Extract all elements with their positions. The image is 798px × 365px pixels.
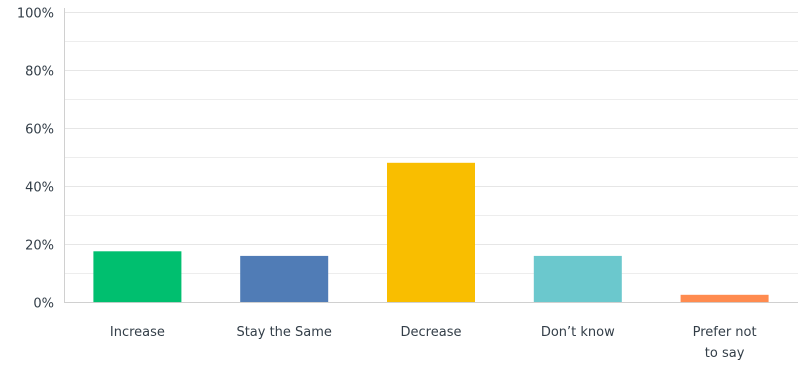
bars	[93, 162, 769, 303]
y-tick-label: 60%	[25, 123, 54, 138]
y-tick-label: 100%	[17, 7, 54, 22]
bar	[680, 294, 769, 303]
category-label: Decrease	[401, 325, 462, 340]
category-labels: Increase Stay the Same Decrease Don’t know P…	[110, 325, 757, 361]
y-tick-label: 20%	[25, 239, 54, 254]
category-label: Don’t know	[541, 325, 615, 340]
category-label: to say	[705, 346, 745, 361]
bar	[93, 251, 182, 303]
category-label: Prefer not	[693, 325, 757, 340]
y-tick-label: 80%	[25, 65, 54, 80]
y-axis: 0% 20% 40% 60% 80% 100%	[17, 7, 798, 312]
category-label: Increase	[110, 325, 165, 340]
bar	[240, 255, 329, 302]
bar	[387, 162, 475, 302]
y-tick-label: 40%	[25, 181, 54, 196]
category-label: Stay the Same	[236, 325, 332, 340]
y-tick-label: 0%	[33, 297, 54, 312]
bar	[533, 255, 622, 302]
